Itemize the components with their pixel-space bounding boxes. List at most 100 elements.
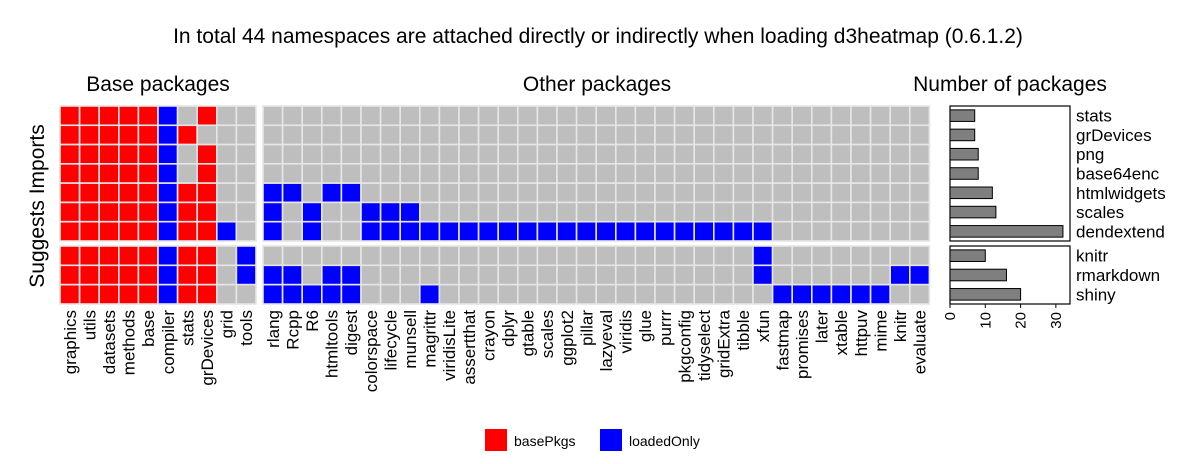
base-cell-grDevices-compiler	[157, 124, 179, 146]
other-cell-dendextend-xtable	[830, 220, 852, 242]
legend: basePkgs loadedOnly	[485, 429, 700, 451]
other-cell-dendextend-scales	[536, 220, 558, 242]
other-cell-dendextend-ggplot2	[556, 220, 578, 242]
other-cell-grDevices-assertthat	[458, 124, 480, 146]
other-cell-png-ggplot2	[556, 143, 578, 165]
other-cell-rmarkdown-later	[810, 264, 833, 286]
other-cell-grDevices-viridisLite	[438, 124, 460, 146]
other-cell-shiny-magrittr	[418, 283, 441, 305]
other-cell-htmlwidgets-promises	[791, 182, 813, 204]
other-cell-knitr-tidyselect	[693, 245, 715, 267]
other-column-label: htmltools	[323, 310, 342, 378]
other-column-label: later	[813, 310, 832, 343]
other-cell-png-knitr	[889, 143, 911, 165]
other-cell-scales-fastmap	[771, 201, 793, 223]
other-cell-scales-ggplot2	[556, 201, 578, 223]
other-cell-shiny-scales	[536, 283, 558, 305]
other-cell-dendextend-magrittr	[418, 220, 441, 242]
other-cell-dendextend-dplyr	[497, 220, 519, 242]
other-column-label: tibble	[734, 310, 753, 351]
other-cell-grDevices-scales	[536, 124, 558, 146]
other-cell-stats-fastmap	[771, 105, 793, 127]
other-cell-knitr-ggplot2	[556, 245, 578, 267]
other-cell-stats-assertthat	[458, 105, 480, 127]
other-cell-shiny-ggplot2	[556, 283, 578, 305]
other-cell-png-rlang	[262, 143, 284, 165]
other-cell-png-tibble	[732, 143, 754, 165]
other-cell-grDevices-promises	[791, 124, 813, 146]
other-cell-htmlwidgets-xfun	[752, 182, 774, 204]
other-cell-dendextend-xfun	[752, 220, 774, 242]
base-cell-stats-grid	[216, 105, 238, 127]
other-cell-shiny-fastmap	[771, 283, 793, 305]
other-cell-dendextend-glue	[634, 220, 656, 242]
other-cell-htmlwidgets-htmltools	[320, 182, 343, 204]
count-bar-knitr	[949, 249, 986, 262]
other-column-label: xtable	[832, 310, 851, 355]
base-column-label: grDevices	[198, 310, 217, 386]
base-cell-grDevices-stats	[176, 124, 199, 146]
other-cell-dendextend-gridExtra	[712, 220, 735, 242]
other-cell-dendextend-knitr	[889, 220, 911, 242]
other-cell-scales-rlang	[262, 201, 284, 223]
other-cell-scales-viridisLite	[438, 201, 460, 223]
other-cell-png-lazyeval	[595, 143, 617, 165]
other-column-label: knitr	[891, 310, 910, 342]
other-cell-stats-lazyeval	[595, 105, 617, 127]
other-cell-stats-viridisLite	[438, 105, 460, 127]
other-cell-knitr-promises	[791, 245, 813, 267]
base-cell-stats-stats	[176, 105, 199, 127]
other-cell-png-magrittr	[418, 143, 441, 165]
base-cell-scales-stats	[176, 201, 199, 223]
base-cell-rmarkdown-stats	[176, 264, 199, 286]
base-cell-knitr-tools	[235, 245, 257, 267]
other-cell-shiny-glue	[634, 283, 656, 305]
other-cell-png-httpuv	[850, 143, 872, 165]
other-cell-rmarkdown-dplyr	[497, 264, 519, 286]
other-cell-dendextend-pkgconfig	[673, 220, 695, 242]
base-cell-scales-grid	[216, 201, 238, 223]
other-cell-png-viridisLite	[438, 143, 460, 165]
other-cell-scales-tibble	[732, 201, 754, 223]
other-cell-rmarkdown-promises	[791, 264, 813, 286]
other-cell-base64enc-purrr	[654, 163, 676, 184]
other-cell-scales-viridis	[614, 201, 637, 223]
other-cell-shiny-digest	[340, 283, 362, 305]
base-cell-rmarkdown-compiler	[157, 264, 179, 286]
other-cell-rmarkdown-purrr	[654, 264, 676, 286]
other-cell-scales-tidyselect	[693, 201, 715, 223]
other-cell-png-scales	[536, 143, 558, 165]
other-cell-grDevices-pillar	[575, 124, 597, 146]
base-cell-shiny-grDevices	[196, 283, 218, 305]
count-bar-grDevices	[949, 128, 976, 142]
other-cell-scales-promises	[791, 201, 813, 223]
base-cell-htmlwidgets-methods	[118, 182, 140, 204]
base-cell-base64enc-stats	[176, 163, 199, 184]
other-cell-stats-ggplot2	[556, 105, 578, 127]
base-cell-dendextend-utils	[78, 220, 100, 242]
base-column-label: utils	[80, 310, 99, 340]
base-cell-rmarkdown-utils	[78, 264, 100, 286]
other-cell-rmarkdown-lazyeval	[595, 264, 617, 286]
other-cell-base64enc-xfun	[752, 163, 774, 184]
other-cell-scales-evaluate	[908, 201, 931, 223]
other-cell-rmarkdown-pillar	[575, 264, 597, 286]
count-bar-rmarkdown	[949, 268, 1007, 282]
other-cell-base64enc-tibble	[732, 163, 754, 184]
other-column-label: fastmap	[773, 310, 792, 370]
other-cell-scales-xfun	[752, 201, 774, 223]
other-cell-scales-pkgconfig	[673, 201, 695, 223]
other-column-label: assertthat	[460, 310, 479, 385]
other-cell-stats-lifecycle	[379, 105, 402, 127]
count-row-label: base64enc	[1076, 165, 1160, 184]
facet-label-count: Number of packages	[913, 73, 1107, 96]
other-cell-htmlwidgets-munsell	[399, 182, 421, 204]
other-cell-grDevices-viridis	[614, 124, 637, 146]
other-cell-shiny-pillar	[575, 283, 597, 305]
other-cell-stats-gtable	[516, 105, 539, 127]
other-cell-htmlwidgets-fastmap	[771, 182, 793, 204]
other-cell-base64enc-viridis	[614, 163, 637, 184]
base-cell-base64enc-grDevices	[196, 163, 218, 184]
other-cell-rmarkdown-R6	[301, 264, 323, 286]
other-cell-knitr-later	[810, 245, 833, 267]
